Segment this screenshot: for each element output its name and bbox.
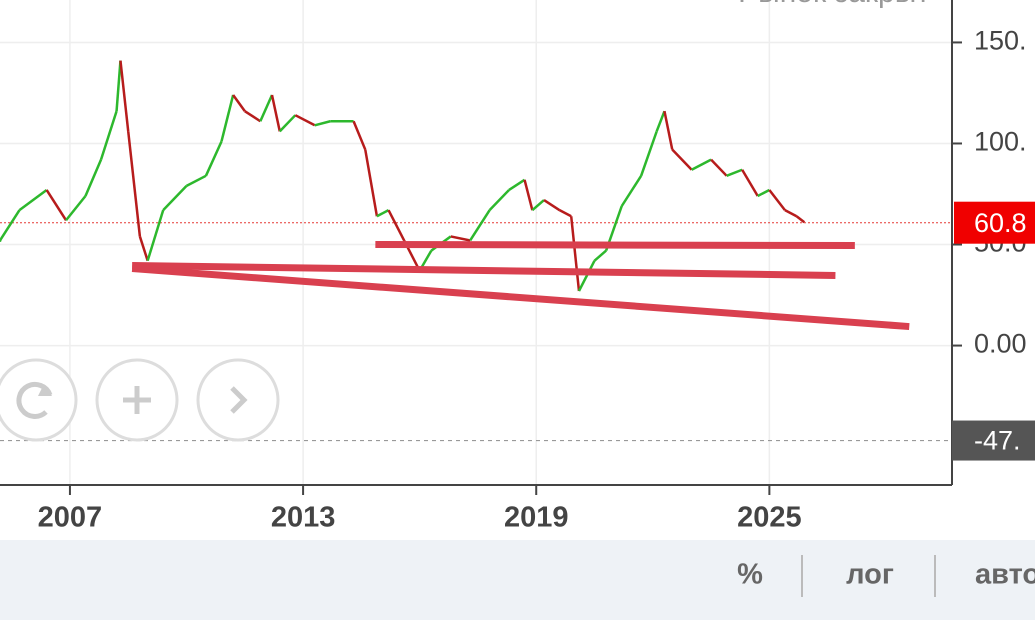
- price-segment: [146, 209, 165, 262]
- price-segment: [655, 110, 666, 132]
- price-segment: [126, 131, 142, 237]
- x-tick-label: 2013: [271, 502, 336, 534]
- price-segment: [185, 174, 207, 188]
- toolbar-button[interactable]: лог: [846, 559, 894, 591]
- zoom-in-button[interactable]: [95, 358, 179, 442]
- price-segment: [84, 159, 103, 197]
- price-segment: [294, 114, 316, 127]
- price-segment: [352, 120, 367, 151]
- price-segment: [531, 199, 545, 212]
- trendline: [375, 241, 855, 250]
- price-segment: [244, 110, 262, 123]
- price-segment: [639, 130, 658, 177]
- reload-button[interactable]: [0, 358, 78, 442]
- price-segment: [278, 114, 297, 133]
- price-segment: [138, 236, 149, 262]
- plot: [0, 0, 952, 485]
- price-segment: [569, 216, 581, 292]
- price-segment: [784, 209, 798, 218]
- price-segment: [45, 189, 68, 221]
- price-segment: [65, 195, 87, 222]
- price-segment: [99, 110, 118, 161]
- price-segment: [710, 158, 728, 177]
- price-segment: [270, 94, 281, 132]
- toolbar-button[interactable]: авто: [975, 559, 1035, 591]
- price-segment: [232, 94, 246, 112]
- price-segment: [220, 94, 235, 142]
- last-price-tag: [954, 201, 1035, 244]
- price-segment: [364, 149, 379, 217]
- last-price-label: 60.8: [974, 208, 1027, 238]
- price-segment: [671, 148, 693, 171]
- y-tick-label: 150.: [974, 26, 1027, 56]
- price-segment: [387, 209, 406, 242]
- x-tick-label: 2019: [504, 502, 569, 534]
- price-segment: [18, 188, 48, 212]
- price-segment: [119, 60, 130, 132]
- price-segment: [469, 209, 491, 242]
- price-segment: [259, 94, 274, 122]
- crosshair-tag: [952, 420, 1035, 461]
- price-segment: [795, 215, 806, 224]
- crosshair-label: -47.: [974, 426, 1021, 456]
- price-segment: [663, 110, 674, 150]
- toolbar: [0, 540, 1035, 620]
- y-tick-label: 100.: [974, 127, 1027, 157]
- price-segment: [314, 120, 331, 127]
- price-segment: [593, 249, 607, 262]
- price-segment: [741, 169, 759, 197]
- x-tick-label: 2025: [737, 502, 802, 534]
- trendline: [131, 265, 910, 331]
- next-button[interactable]: [196, 358, 280, 442]
- price-segment: [508, 178, 526, 192]
- price-segment: [577, 260, 596, 292]
- price-segment: [757, 188, 770, 198]
- price-segment: [115, 60, 122, 112]
- trendline: [132, 262, 836, 279]
- x-tick-label: 2007: [38, 502, 103, 534]
- price-segment: [162, 185, 188, 212]
- y-tick-label: 0.00: [974, 329, 1027, 359]
- price-segment: [691, 158, 712, 171]
- price-segment: [450, 235, 471, 242]
- price-segment: [204, 140, 223, 177]
- price-segment: [0, 209, 21, 242]
- price-segment: [726, 168, 743, 177]
- toolbar-button[interactable]: %: [737, 559, 763, 591]
- market-status: Рынок закрыт: [738, 0, 930, 9]
- price-segment: [768, 189, 786, 211]
- price-segment: [376, 209, 390, 218]
- price-segment: [488, 189, 510, 212]
- price-segment: [543, 199, 561, 212]
- price-segment: [620, 175, 643, 207]
- price-segment: [523, 179, 534, 211]
- price-segment: [558, 209, 572, 218]
